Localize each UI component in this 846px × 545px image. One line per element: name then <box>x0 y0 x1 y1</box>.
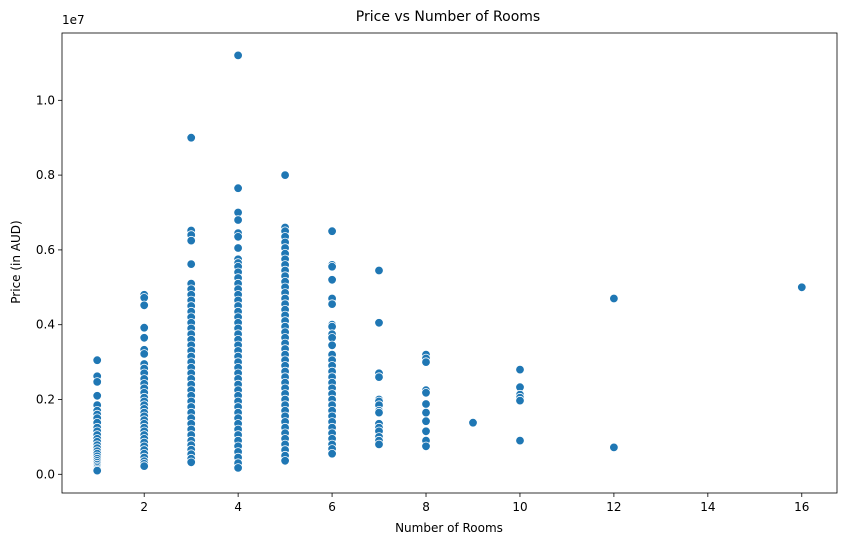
data-point <box>139 333 149 343</box>
data-point <box>421 426 431 437</box>
data-point <box>374 439 384 450</box>
data-point <box>233 50 243 61</box>
y-axis: 0.0 0.2 0.4 0.6 0.8 1.0 <box>36 93 62 481</box>
data-point <box>609 293 619 304</box>
data-point <box>92 465 102 476</box>
data-point <box>233 232 243 242</box>
data-point <box>374 265 384 276</box>
data-point <box>233 215 243 225</box>
y-tick-label: 0.2 <box>36 393 55 407</box>
chart-title: Price vs Number of Rooms <box>356 9 540 25</box>
data-point <box>186 132 196 143</box>
data-point <box>515 435 525 446</box>
data-point <box>92 355 102 365</box>
data-point <box>515 364 525 375</box>
y-tick-label: 0.8 <box>36 168 55 182</box>
data-point <box>327 340 337 351</box>
data-point <box>233 243 243 253</box>
data-point <box>327 262 337 272</box>
x-tick-label: 12 <box>606 500 621 514</box>
x-tick-label: 10 <box>512 500 527 514</box>
data-point <box>609 442 619 453</box>
x-tick-label: 6 <box>328 500 336 514</box>
y-tick-label: 1.0 <box>36 93 55 107</box>
x-tick-label: 4 <box>234 500 242 514</box>
y-tick-label: 0.0 <box>36 467 55 481</box>
data-point <box>186 235 196 246</box>
data-point <box>92 377 102 387</box>
data-point <box>92 391 102 401</box>
data-point <box>280 170 290 180</box>
plot-frame <box>61 32 838 494</box>
data-point <box>233 463 243 473</box>
data-point <box>139 323 149 333</box>
data-point <box>327 226 337 236</box>
y-scale-label: 1e7 <box>62 13 85 27</box>
data-point <box>421 357 431 367</box>
y-axis-title: Price (in AUD) <box>9 220 23 303</box>
x-axis: 2 4 6 8 10 12 14 16 <box>140 493 809 514</box>
data-point <box>421 441 431 452</box>
data-point <box>139 349 149 359</box>
x-tick-label: 14 <box>700 500 715 514</box>
y-tick-label: 0.4 <box>36 318 55 332</box>
data-points <box>92 50 807 476</box>
data-point <box>797 282 807 293</box>
data-point <box>374 372 384 382</box>
data-point <box>327 275 337 285</box>
data-point <box>421 399 431 409</box>
x-tick-label: 16 <box>794 500 809 514</box>
data-point <box>186 259 196 269</box>
x-tick-label: 2 <box>140 500 148 514</box>
data-point <box>327 449 337 459</box>
data-point <box>280 456 290 466</box>
data-point <box>468 418 478 428</box>
data-point <box>421 388 431 398</box>
data-point <box>186 457 196 468</box>
data-point <box>327 299 337 309</box>
data-point <box>421 407 431 418</box>
y-tick-label: 0.6 <box>36 243 55 257</box>
data-point <box>139 461 149 471</box>
x-axis-title: Number of Rooms <box>395 521 503 535</box>
data-point <box>421 416 431 426</box>
data-point <box>374 318 384 328</box>
x-tick-label: 8 <box>422 500 430 514</box>
data-point <box>139 300 149 311</box>
data-point <box>374 407 384 418</box>
data-point <box>515 395 525 406</box>
data-point <box>233 183 243 193</box>
